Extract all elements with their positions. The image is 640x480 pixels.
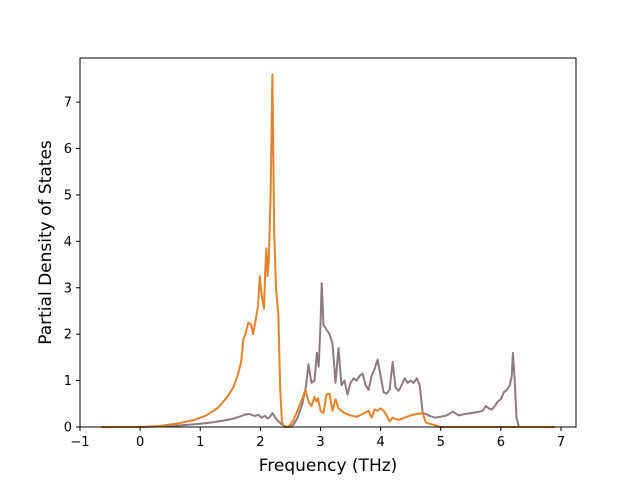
x-tick-label: 6 xyxy=(497,435,505,450)
plot-lines xyxy=(101,73,555,428)
x-tick-label: −1 xyxy=(70,435,89,450)
x-tick-label: 7 xyxy=(557,435,565,450)
x-tick-label: 1 xyxy=(196,435,204,450)
y-tick-label: 1 xyxy=(64,374,72,389)
y-tick-label: 7 xyxy=(64,96,72,111)
series-line-2 xyxy=(101,73,555,428)
x-tick-label: 5 xyxy=(437,435,445,450)
y-axis-label: Partial Density of States xyxy=(36,140,56,345)
x-tick-label: 0 xyxy=(136,435,144,450)
x-tick-label: 3 xyxy=(316,435,324,450)
series-line-1 xyxy=(101,282,555,428)
y-tick-label: 6 xyxy=(64,142,72,157)
x-tick-label: 4 xyxy=(376,435,384,450)
y-axis: 0 1 2 3 4 5 6 7 xyxy=(64,96,80,436)
y-tick-label: 3 xyxy=(64,281,72,296)
plot-frame xyxy=(79,57,577,428)
y-tick-label: 5 xyxy=(64,188,72,203)
y-tick-label: 4 xyxy=(64,235,72,250)
x-axis-label: Frequency (THz) xyxy=(259,456,398,476)
y-tick-label: 0 xyxy=(64,421,72,436)
x-tick-label: 2 xyxy=(256,435,264,450)
y-tick-label: 2 xyxy=(64,328,72,343)
x-axis: −1 0 1 2 3 4 5 6 7 xyxy=(70,427,565,450)
